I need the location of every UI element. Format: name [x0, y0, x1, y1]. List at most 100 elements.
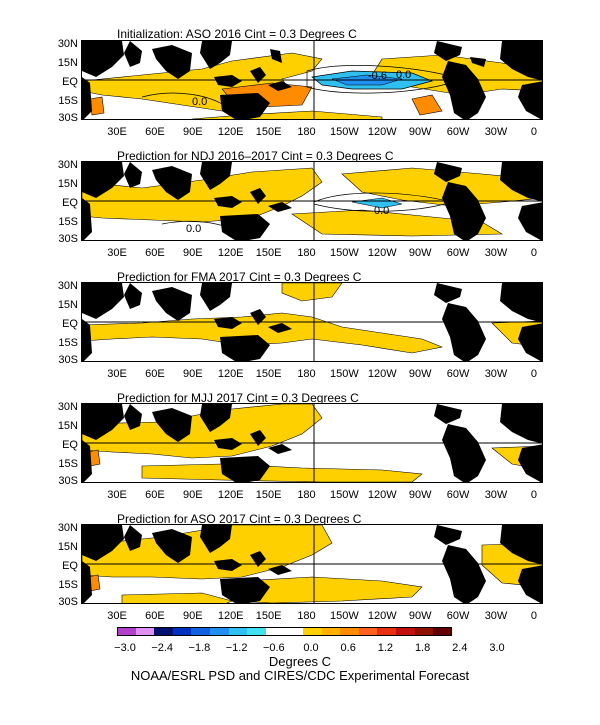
- lon-label: 60W: [446, 610, 470, 622]
- lon-label: 120E: [217, 247, 244, 259]
- lon-label: 120E: [217, 489, 244, 501]
- lon-label: 120W: [367, 247, 397, 259]
- lon-label: 60E: [145, 247, 165, 259]
- lon-label: 30W: [484, 126, 508, 138]
- sst-map-5: [82, 525, 542, 603]
- colorbar-swatch: [433, 627, 453, 636]
- colorbar-swatch: [414, 627, 434, 636]
- lon-label: 150W: [330, 489, 359, 501]
- contour-label: 0.0: [192, 96, 207, 108]
- lon-label: 90W: [408, 368, 432, 380]
- lon-label: 0: [530, 247, 537, 259]
- colorbar-swatch: [303, 627, 322, 636]
- lat-label: 30S: [58, 112, 78, 124]
- sst-map-2: 0.0 0.0: [82, 162, 542, 240]
- colorbar-tick-label: −1.8: [188, 642, 211, 654]
- lon-label: 30E: [107, 247, 127, 259]
- map-panel-aso-2017: [81, 524, 543, 604]
- lon-label: 180: [297, 368, 316, 380]
- lat-label: 15S: [58, 216, 78, 228]
- map-panel-aso-2016: 0.0 -0.6 0.0: [81, 40, 543, 120]
- colorbar-swatch: [265, 627, 285, 636]
- lon-label: 30W: [484, 247, 508, 259]
- lat-label: EQ: [62, 197, 78, 209]
- panel-title-3: Prediction for FMA 2017 Cint = 0.3 Degre…: [117, 270, 362, 284]
- footer-credit: NOAA/ESRL PSD and CIRES/CDC Experimental…: [130, 668, 470, 683]
- lon-label: 150W: [330, 368, 359, 380]
- lon-label: 90E: [183, 247, 203, 259]
- lat-label: EQ: [62, 439, 78, 451]
- lon-label: 150E: [255, 126, 282, 138]
- lon-label: 180: [297, 126, 316, 138]
- colorbar-swatch: [247, 627, 267, 636]
- lon-label: 90W: [408, 126, 432, 138]
- lon-label: 120W: [367, 610, 397, 622]
- colorbar-tick-label: 2.4: [452, 642, 468, 654]
- colorbar-swatch: [228, 627, 248, 636]
- lon-label: 120W: [367, 489, 397, 501]
- lat-label: 30S: [58, 233, 78, 245]
- lon-label: 30W: [484, 489, 508, 501]
- colorbar-swatch: [321, 627, 341, 636]
- map-panel-ndj-2016-2017: 0.0 0.0: [81, 161, 543, 241]
- lon-label: 120W: [367, 368, 397, 380]
- sst-map-4: [82, 404, 542, 482]
- map-panel-mjj-2017: [81, 403, 543, 483]
- lon-label: 90W: [408, 247, 432, 259]
- lat-label: 15S: [58, 337, 78, 349]
- lon-label: 60W: [446, 126, 470, 138]
- colorbar-swatch: [284, 627, 304, 636]
- lon-label: 180: [297, 489, 316, 501]
- colorbar-tick-label: −0.6: [262, 642, 285, 654]
- lon-label: 0: [530, 126, 537, 138]
- colorbar-swatch: [154, 627, 174, 636]
- lon-label: 30E: [107, 489, 127, 501]
- lon-label: 150E: [255, 368, 282, 380]
- lat-label: EQ: [62, 76, 78, 88]
- lat-label: 30N: [57, 522, 78, 534]
- lon-label: 90E: [183, 368, 203, 380]
- colorbar-tick-label: −2.4: [151, 642, 174, 654]
- contour-label: 0.0: [186, 223, 201, 235]
- lon-label: 0: [530, 489, 537, 501]
- lon-label: 120E: [217, 126, 244, 138]
- lon-label: 0: [530, 610, 537, 622]
- contour-label: -0.6: [368, 70, 387, 82]
- lon-label: 60W: [446, 368, 470, 380]
- panel-title-2: Prediction for NDJ 2016–2017 Cint = 0.3 …: [117, 149, 394, 163]
- lat-label: 15N: [57, 178, 78, 190]
- lon-label: 60E: [145, 610, 165, 622]
- lon-label: 0: [530, 368, 537, 380]
- lat-label: EQ: [62, 560, 78, 572]
- lat-label: 30S: [58, 354, 78, 366]
- lat-label: 15N: [57, 541, 78, 553]
- lon-label: 120E: [217, 610, 244, 622]
- lat-label: 30N: [57, 159, 78, 171]
- colorbar-swatch: [358, 627, 378, 636]
- colorbar-tick-label: 1.2: [377, 642, 394, 654]
- lon-label: 30W: [484, 610, 508, 622]
- lon-label: 180: [297, 247, 316, 259]
- lon-label: 90W: [408, 489, 432, 501]
- lon-label: 150W: [330, 126, 359, 138]
- lat-label: 30N: [57, 401, 78, 413]
- lon-label: 30E: [107, 368, 127, 380]
- lon-label: 90E: [183, 610, 203, 622]
- lon-label: 60E: [145, 368, 165, 380]
- contour-label: 0.0: [374, 205, 389, 217]
- lon-label: 120E: [217, 368, 244, 380]
- lon-label: 150E: [255, 610, 282, 622]
- sst-map-3: [82, 283, 542, 361]
- lat-label: 15S: [58, 95, 78, 107]
- colorbar-swatch: [135, 627, 155, 636]
- lon-label: 30E: [107, 610, 127, 622]
- colorbar-tick-label: −1.2: [225, 642, 248, 654]
- lat-label: EQ: [62, 318, 78, 330]
- lat-label: 30S: [58, 596, 78, 608]
- lat-label: 15N: [57, 57, 78, 69]
- lat-label: 15S: [58, 579, 78, 591]
- lat-label: 15N: [57, 299, 78, 311]
- lon-label: 60W: [446, 489, 470, 501]
- sst-map-1: 0.0 -0.6 0.0: [82, 41, 542, 119]
- lat-label: 15S: [58, 458, 78, 470]
